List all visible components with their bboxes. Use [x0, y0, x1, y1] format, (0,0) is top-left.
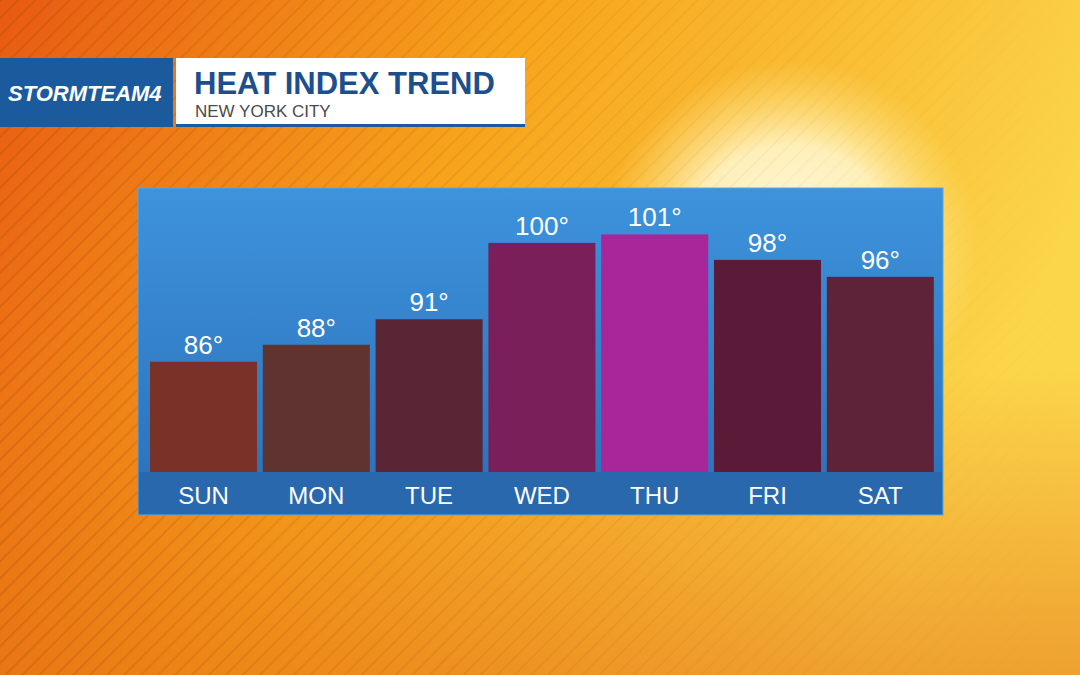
title-box	[176, 58, 525, 127]
data-label: 91°	[409, 287, 448, 317]
data-label: 100°	[515, 211, 569, 241]
data-label: 88°	[297, 313, 336, 343]
brand-box	[0, 58, 173, 127]
data-label: 96°	[861, 245, 900, 275]
bars	[150, 234, 934, 472]
bar	[150, 362, 257, 472]
stripes	[0, 0, 1080, 675]
bar	[827, 277, 934, 472]
category-label: SUN	[178, 482, 229, 509]
title-underline	[176, 124, 525, 127]
background-glow	[0, 0, 1080, 675]
category-label: FRI	[748, 482, 787, 509]
bar	[714, 260, 821, 472]
data-label: 98°	[748, 228, 787, 258]
root: STORMTEAM4 HEAT INDEX TRENDNEW YORK CITY 8…	[0, 0, 1080, 675]
bar	[376, 319, 483, 472]
category-label: WED	[514, 482, 570, 509]
background	[0, 0, 1080, 675]
plot-frame	[138, 188, 943, 515]
title: HEAT INDEX TREND	[194, 66, 495, 101]
category-band	[139, 472, 942, 514]
category-label: MON	[288, 482, 344, 509]
category-label: SAT	[858, 482, 903, 509]
subtitle: NEW YORK CITY	[195, 102, 331, 121]
brand: STORMTEAM4	[8, 81, 162, 106]
bar	[601, 234, 708, 472]
category-label: TUE	[405, 482, 453, 509]
data-label: 86°	[184, 330, 223, 360]
bar	[263, 345, 370, 472]
category-label: THU	[630, 482, 679, 509]
bar	[488, 243, 595, 472]
canvas: STORMTEAM4 HEAT INDEX TRENDNEW YORK CITY 8…	[0, 0, 1080, 675]
data-label: 101°	[628, 202, 682, 232]
labels: 86° SUN 88° MON 91° TUE 100° WED 101° THU 98° FRI 96…	[178, 202, 903, 509]
